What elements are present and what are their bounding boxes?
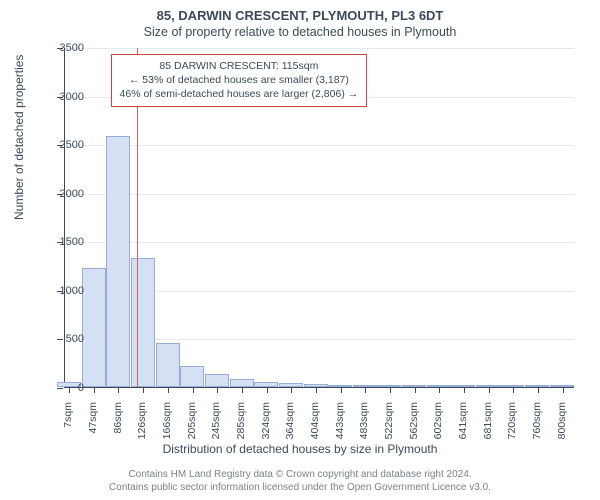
x-tick — [415, 387, 416, 393]
annotation-line1: 85 DARWIN CRESCENT: 115sqm — [120, 59, 359, 73]
x-tick — [464, 387, 465, 393]
x-tick — [439, 387, 440, 393]
x-tick — [217, 387, 218, 393]
x-tick — [538, 387, 539, 393]
histogram-bar — [156, 343, 180, 387]
x-axis-label: Distribution of detached houses by size … — [0, 442, 600, 456]
x-tick — [341, 387, 342, 393]
y-tick-label: 2500 — [44, 139, 84, 151]
x-tick — [513, 387, 514, 393]
annotation-line3: 46% of semi-detached houses are larger (… — [120, 87, 359, 101]
x-tick — [94, 387, 95, 393]
x-tick — [316, 387, 317, 393]
y-tick-label: 3000 — [44, 91, 84, 103]
footer-text: Contains HM Land Registry data © Crown c… — [0, 468, 600, 494]
x-tick — [193, 387, 194, 393]
y-tick-label: 0 — [44, 382, 84, 394]
y-tick-label: 1000 — [44, 285, 84, 297]
histogram-chart: 85 DARWIN CRESCENT: 115sqm ← 53% of deta… — [64, 48, 574, 388]
x-tick — [118, 387, 119, 393]
x-tick — [242, 387, 243, 393]
x-tick — [365, 387, 366, 393]
page-title: 85, DARWIN CRESCENT, PLYMOUTH, PL3 6DT — [0, 0, 600, 23]
histogram-bar — [205, 374, 229, 387]
histogram-bar — [180, 366, 204, 387]
x-tick — [291, 387, 292, 393]
x-tick — [390, 387, 391, 393]
y-tick-label: 500 — [44, 333, 84, 345]
histogram-bar — [106, 136, 130, 387]
y-axis-label: Number of detached properties — [12, 55, 26, 220]
page-subtitle: Size of property relative to detached ho… — [0, 23, 600, 45]
y-tick-label: 1500 — [44, 236, 84, 248]
gridline — [65, 145, 574, 146]
x-tick — [563, 387, 564, 393]
histogram-bar — [230, 379, 254, 387]
histogram-bar — [82, 268, 106, 387]
gridline — [65, 48, 574, 49]
footer-line2: Contains public sector information licen… — [0, 481, 600, 494]
x-tick — [143, 387, 144, 393]
footer-line1: Contains HM Land Registry data © Crown c… — [0, 468, 600, 481]
y-tick-label: 2000 — [44, 188, 84, 200]
annotation-box: 85 DARWIN CRESCENT: 115sqm ← 53% of deta… — [111, 54, 368, 107]
histogram-bar — [131, 258, 155, 387]
x-tick — [168, 387, 169, 393]
x-tick — [489, 387, 490, 393]
x-tick — [267, 387, 268, 393]
gridline — [65, 194, 574, 195]
y-tick-label: 3500 — [44, 42, 84, 54]
annotation-line2: ← 53% of detached houses are smaller (3,… — [120, 73, 359, 87]
gridline — [65, 242, 574, 243]
